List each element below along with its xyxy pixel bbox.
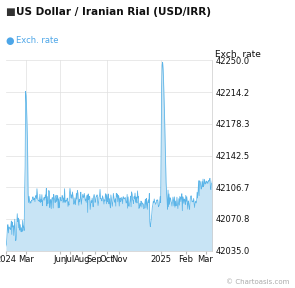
Text: ●: ● (6, 36, 17, 46)
Text: Exch. rate: Exch. rate (215, 50, 261, 59)
Text: © Chartoasis.com: © Chartoasis.com (226, 279, 289, 285)
Text: ■: ■ (6, 7, 19, 17)
Text: US Dollar / Iranian Rial (USD/IRR): US Dollar / Iranian Rial (USD/IRR) (16, 7, 211, 17)
Text: Exch. rate: Exch. rate (16, 36, 59, 45)
